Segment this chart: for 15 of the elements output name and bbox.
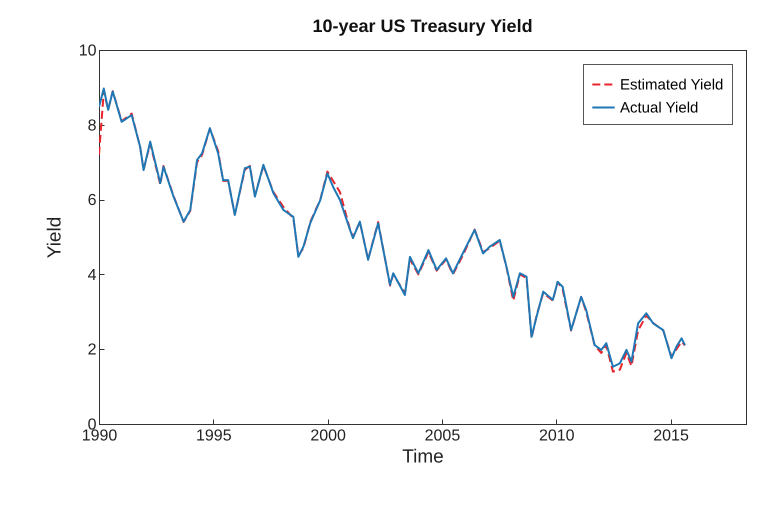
y-axis-title: Yield xyxy=(44,216,66,258)
x-tick-label: 2000 xyxy=(310,428,346,444)
x-axis-title: Time xyxy=(402,446,444,468)
legend-label: Actual Yield xyxy=(620,100,698,116)
y-tick-label: 6 xyxy=(88,192,97,210)
x-tick-label: 2015 xyxy=(653,428,689,444)
x-tick-label: 2005 xyxy=(424,428,460,444)
x-tick-label: 1995 xyxy=(196,428,232,444)
y-tick-label: 2 xyxy=(88,342,97,359)
x-tick-label: 2010 xyxy=(538,428,575,444)
y-tick-label: 8 xyxy=(88,117,97,134)
legend-label: Estimated Yield xyxy=(620,76,724,94)
y-tick-label: 4 xyxy=(88,266,97,284)
y-tick-label: 10 xyxy=(78,42,97,60)
chart-title: 10-year US Treasury Yield xyxy=(312,16,533,36)
